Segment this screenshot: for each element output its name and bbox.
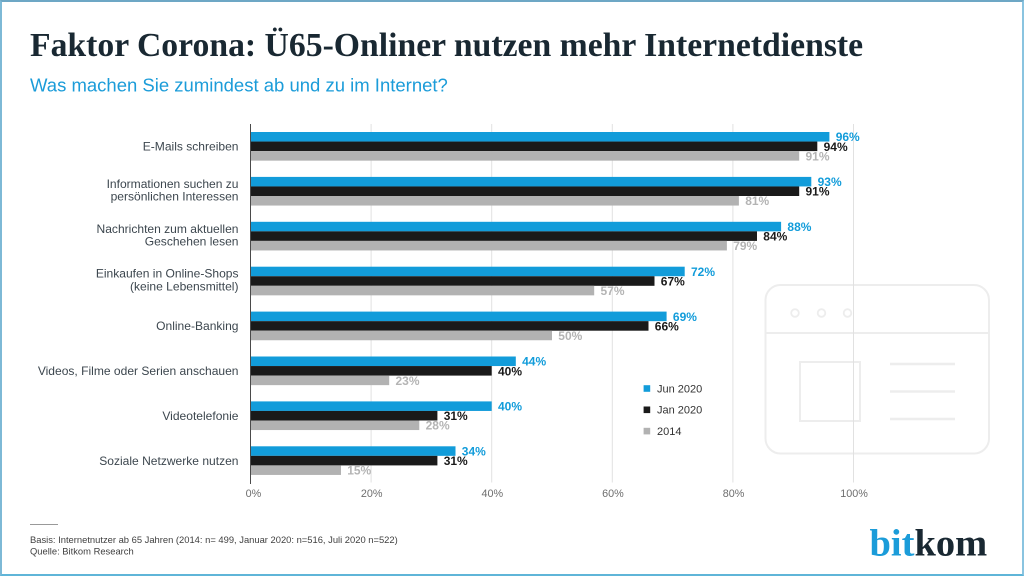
svg-text:44%: 44% bbox=[522, 355, 546, 369]
svg-text:80%: 80% bbox=[723, 488, 745, 500]
svg-text:Geschehen lesen: Geschehen lesen bbox=[145, 234, 239, 248]
svg-text:Informationen suchen zu: Informationen suchen zu bbox=[107, 177, 239, 191]
svg-text:67%: 67% bbox=[661, 274, 685, 288]
svg-text:Videos, Filme oder Serien ansc: Videos, Filme oder Serien anschauen bbox=[38, 364, 239, 378]
svg-text:91%: 91% bbox=[806, 149, 830, 163]
svg-text:40%: 40% bbox=[498, 400, 522, 414]
svg-text:50%: 50% bbox=[558, 329, 582, 343]
svg-text:79%: 79% bbox=[733, 239, 757, 253]
svg-text:94%: 94% bbox=[824, 140, 848, 154]
svg-text:69%: 69% bbox=[673, 310, 697, 324]
svg-text:Faktor Corona: Ü65-Onliner nut: Faktor Corona: Ü65-Onliner nutzen mehr I… bbox=[30, 27, 863, 64]
svg-text:31%: 31% bbox=[444, 409, 468, 423]
svg-text:100%: 100% bbox=[840, 488, 868, 500]
svg-text:Nachrichten zum aktuellen: Nachrichten zum aktuellen bbox=[97, 222, 239, 236]
svg-text:Online-Banking: Online-Banking bbox=[156, 319, 238, 333]
svg-text:0%: 0% bbox=[246, 488, 262, 500]
svg-text:91%: 91% bbox=[806, 185, 830, 199]
svg-text:15%: 15% bbox=[347, 464, 371, 478]
svg-text:66%: 66% bbox=[655, 319, 679, 333]
svg-text:Basis: Internetnutzer ab 65 Ja: Basis: Internetnutzer ab 65 Jahren (2014… bbox=[30, 534, 398, 545]
svg-text:72%: 72% bbox=[691, 265, 715, 279]
svg-text:persönlichen Interessen: persönlichen Interessen bbox=[111, 190, 239, 204]
svg-text:Quelle: Bitkom Research: Quelle: Bitkom Research bbox=[30, 546, 134, 557]
svg-text:Jan 2020: Jan 2020 bbox=[657, 405, 702, 417]
svg-text:Soziale Netzwerke nutzen: Soziale Netzwerke nutzen bbox=[99, 454, 238, 468]
svg-text:Jun 2020: Jun 2020 bbox=[657, 383, 702, 395]
svg-text:93%: 93% bbox=[818, 175, 842, 189]
svg-text:28%: 28% bbox=[426, 419, 450, 433]
svg-text:20%: 20% bbox=[361, 488, 383, 500]
svg-text:2014: 2014 bbox=[657, 426, 681, 438]
svg-text:E-Mails schreiben: E-Mails schreiben bbox=[143, 140, 239, 154]
svg-text:Videotelefonie: Videotelefonie bbox=[162, 409, 238, 423]
svg-text:60%: 60% bbox=[602, 488, 624, 500]
svg-text:40%: 40% bbox=[481, 488, 503, 500]
svg-text:Einkaufen in Online-Shops: Einkaufen in Online-Shops bbox=[96, 267, 239, 281]
svg-text:88%: 88% bbox=[787, 220, 811, 234]
svg-text:57%: 57% bbox=[601, 284, 625, 298]
svg-text:23%: 23% bbox=[396, 374, 420, 388]
svg-text:34%: 34% bbox=[462, 445, 486, 459]
svg-text:(keine Lebensmittel): (keine Lebensmittel) bbox=[130, 279, 238, 293]
svg-text:84%: 84% bbox=[763, 230, 787, 244]
svg-text:81%: 81% bbox=[745, 194, 769, 208]
svg-text:Was machen Sie zumindest ab un: Was machen Sie zumindest ab und zu im In… bbox=[30, 75, 448, 96]
svg-text:31%: 31% bbox=[444, 454, 468, 468]
svg-text:40%: 40% bbox=[498, 364, 522, 378]
svg-text:bitkom: bitkom bbox=[870, 523, 988, 565]
svg-text:96%: 96% bbox=[836, 130, 860, 144]
